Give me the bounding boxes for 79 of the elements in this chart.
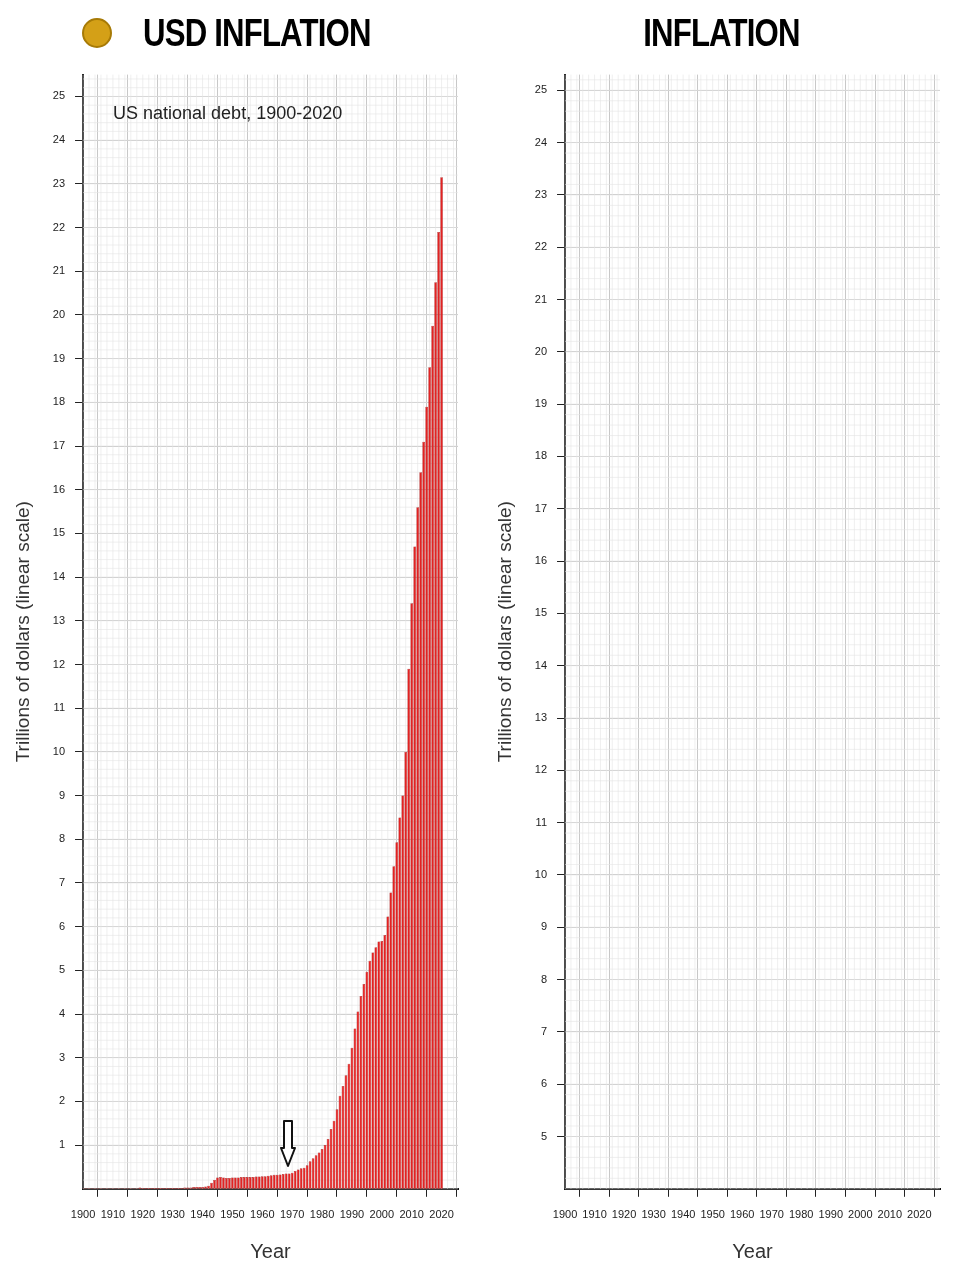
x-tick-label: 1910	[100, 1208, 126, 1221]
x-tick-label: 1950	[220, 1208, 245, 1221]
y-axis-title: Trillions of dollars (linear scale)	[11, 501, 33, 763]
y-tick-label: 11	[53, 701, 66, 714]
y-tick-label: 21	[52, 264, 66, 277]
x-tick-label: 1940	[190, 1208, 215, 1221]
y-tick-label: 20	[534, 344, 548, 357]
y-tick-label: 19	[52, 351, 66, 364]
y-tick-label: 10	[534, 867, 548, 880]
x-tick-label: 2000	[848, 1208, 873, 1221]
x-tick-label: 2010	[877, 1208, 903, 1221]
x-tick-label: 1970	[759, 1208, 784, 1221]
y-tick-label: 25	[534, 83, 548, 96]
x-tick-label: 1940	[670, 1208, 696, 1221]
y-tick-label: 7	[540, 1024, 548, 1037]
y-tick-label: 13	[52, 613, 66, 626]
y-tick-label: 23	[534, 187, 548, 200]
y-tick-label: 18	[534, 449, 548, 462]
x-tick-label: 2020	[907, 1208, 932, 1221]
chart-title: USD INFLATION	[143, 11, 371, 55]
y-tick-label: 21	[534, 292, 548, 305]
x-tick-label: 1930	[641, 1208, 666, 1221]
y-tick-label: 17	[52, 439, 66, 452]
y-tick-label: 8	[540, 972, 548, 985]
y-tick-label: 3	[58, 1050, 66, 1063]
y-tick-label: 9	[58, 788, 66, 801]
x-tick-label: 1910	[582, 1208, 607, 1221]
y-tick-label: 6	[58, 919, 66, 932]
x-tick-label: 1960	[250, 1208, 275, 1221]
y-tick-label: 20	[52, 307, 66, 320]
x-tick-label: 1900	[552, 1208, 578, 1221]
x-tick-label: 1990	[339, 1208, 365, 1221]
y-tick-label: 24	[534, 135, 548, 148]
x-tick-label: 1980	[309, 1208, 335, 1221]
y-axis-title: Trillions of dollars (linear scale)	[493, 501, 515, 763]
x-tick-label: 2000	[369, 1208, 395, 1221]
y-tick-label: 7	[58, 875, 66, 888]
y-tick-label: 25	[52, 89, 66, 102]
x-tick-label: 1920	[611, 1208, 637, 1221]
y-tick-label: 2	[58, 1094, 66, 1107]
y-tick-label: 16	[52, 482, 66, 495]
y-tick-label: 12	[52, 657, 66, 670]
x-tick-label: 1900	[70, 1208, 96, 1221]
y-tick-label: 5	[540, 1129, 548, 1142]
y-tick-label: 13	[534, 711, 548, 724]
chart-title: INFLATION	[642, 11, 800, 55]
y-tick-label: 17	[534, 501, 548, 514]
y-tick-label: 9	[540, 920, 548, 933]
y-tick-label: 23	[52, 176, 66, 189]
x-tick-label: 1990	[818, 1208, 843, 1221]
x-tick-label: 2010	[399, 1208, 424, 1221]
x-tick-label: 1970	[279, 1208, 305, 1221]
y-tick-label: 6	[540, 1077, 548, 1090]
y-tick-label: 4	[58, 1007, 66, 1020]
y-tick-label: 16	[534, 554, 548, 567]
x-tick-label: 1950	[700, 1208, 725, 1221]
y-tick-label: 22	[534, 240, 548, 253]
x-axis-title: Year	[250, 1239, 292, 1262]
y-tick-label: 22	[52, 220, 66, 233]
x-tick-label: 1980	[788, 1208, 814, 1221]
y-tick-label: 12	[534, 763, 548, 776]
x-tick-label: 1960	[729, 1208, 755, 1221]
y-tick-label: 15	[534, 606, 548, 619]
x-axis-title: Year	[732, 1239, 774, 1262]
x-tick-label: 1930	[160, 1208, 185, 1221]
y-tick-label: 19	[534, 397, 548, 410]
y-tick-label: 10	[52, 744, 66, 757]
y-tick-label: 5	[58, 963, 66, 976]
y-tick-label: 11	[535, 815, 548, 828]
y-tick-label: 14	[52, 570, 66, 583]
y-tick-label: 15	[52, 526, 66, 539]
y-tick-label: 18	[52, 395, 66, 408]
annotation: US national debt, 1900-2020	[113, 102, 343, 123]
y-tick-label: 8	[58, 832, 66, 845]
y-tick-label: 14	[534, 658, 548, 671]
x-tick-label: 2020	[429, 1208, 454, 1221]
y-tick-label: 1	[58, 1138, 66, 1151]
y-tick-label: 24	[52, 133, 66, 146]
x-tick-label: 1920	[130, 1208, 156, 1221]
